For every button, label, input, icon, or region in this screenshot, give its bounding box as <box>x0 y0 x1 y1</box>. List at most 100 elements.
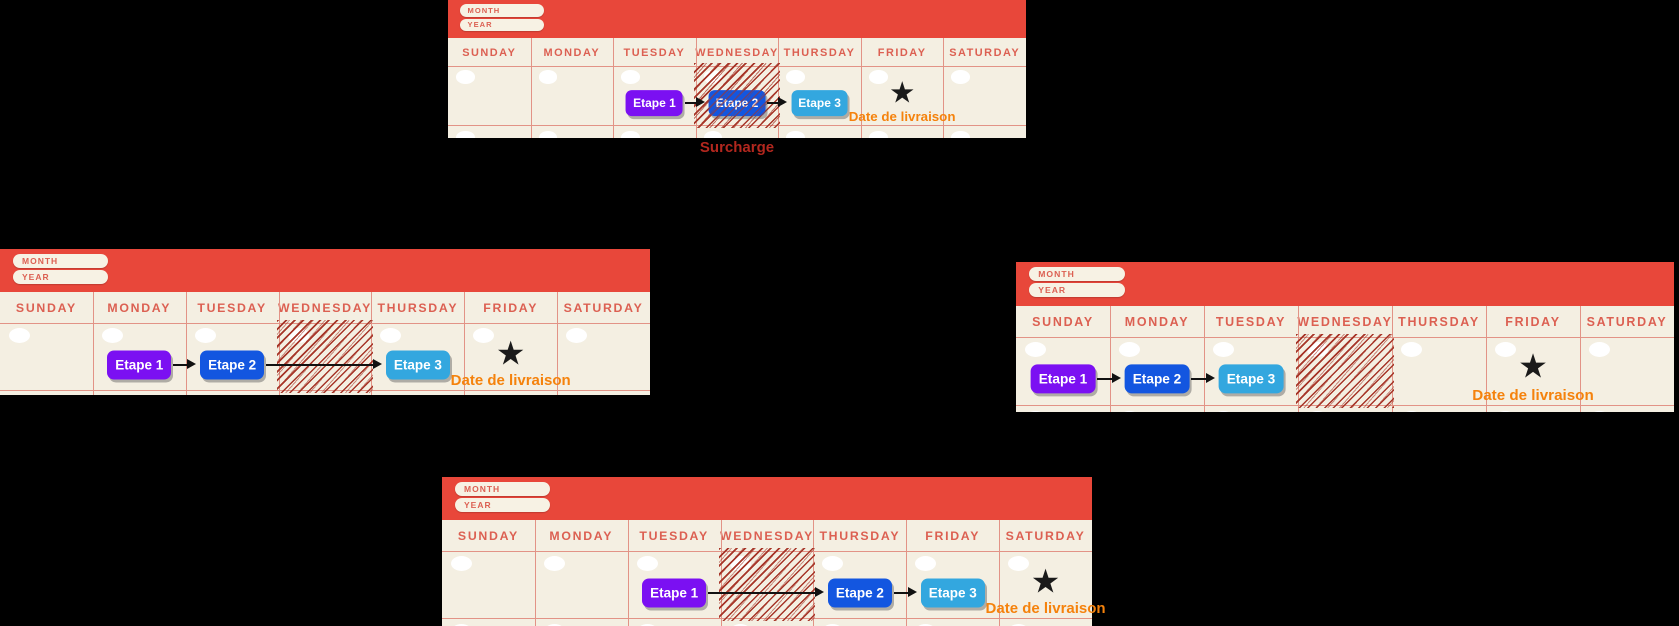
step-button-etape1[interactable]: Etape 1 <box>625 89 683 116</box>
year-input[interactable]: YEAR <box>455 498 550 512</box>
day-circle <box>543 624 565 626</box>
day-circle <box>1495 341 1517 358</box>
surcharge-caption: Surcharge <box>699 139 775 156</box>
year-input-label: YEAR <box>1038 285 1067 296</box>
year-input[interactable]: YEAR <box>459 18 545 32</box>
day-circle <box>951 130 971 138</box>
flow-arrow-head-icon <box>695 96 705 107</box>
flow-arrow-head-icon <box>1205 372 1215 383</box>
day-circle <box>538 130 558 138</box>
day-circle <box>1025 341 1047 358</box>
flow-arrow <box>1191 377 1207 380</box>
month-input[interactable]: MONTH <box>1029 267 1126 282</box>
column-divider <box>1580 305 1581 412</box>
step-button-etape3[interactable]: Etape 3 <box>385 350 450 380</box>
column-divider <box>1110 305 1111 412</box>
step-button-etape1[interactable]: Etape 1 <box>1030 364 1096 394</box>
month-input-label: MONTH <box>467 5 501 15</box>
step-button-etape2[interactable]: Etape 2 <box>200 350 265 380</box>
calendar-header: MONTH YEAR <box>442 477 1092 520</box>
flow-arrow-head-icon <box>1111 372 1121 383</box>
day-circle <box>915 556 937 571</box>
day-circle <box>473 328 495 343</box>
column-divider <box>943 38 945 138</box>
day-circle <box>566 328 588 343</box>
day-circle <box>1213 341 1235 358</box>
calendar-right: MONTH YEAR SUNDAY MONDAY TUESDAY WEDNESDAY THU… <box>1016 262 1674 412</box>
column-divider <box>185 292 187 395</box>
day-header-saturday: SATURDAY <box>949 46 1021 59</box>
star-icon: ★ <box>1518 348 1548 386</box>
day-header-sunday: SUNDAY <box>1032 314 1094 329</box>
day-header-wednesday: WEDNESDAY <box>277 301 373 316</box>
calendar-header: MONTH YEAR <box>0 249 650 292</box>
flow-arrow <box>684 101 697 104</box>
column-divider <box>92 292 94 395</box>
overload-hatch <box>718 548 816 621</box>
step-button-etape2[interactable]: Etape 2 <box>1124 364 1190 394</box>
year-input-label: YEAR <box>467 20 493 30</box>
day-circle <box>1119 410 1141 412</box>
column-divider <box>534 520 536 626</box>
overload-hatch <box>1296 333 1394 408</box>
next-week-row <box>448 126 1026 138</box>
flow-arrow-head-icon <box>372 358 382 369</box>
day-header-tuesday: TUESDAY <box>639 529 709 544</box>
day-header-thursday: THURSDAY <box>377 301 459 316</box>
flow-arrow-head-icon <box>907 586 917 597</box>
day-header-friday: FRIDAY <box>925 529 981 544</box>
day-header-sunday: SUNDAY <box>457 529 519 544</box>
column-divider <box>613 38 615 138</box>
column-divider <box>627 520 629 626</box>
day-circle <box>868 130 888 138</box>
day-circle <box>915 624 937 626</box>
day-circle <box>9 328 30 343</box>
step-button-etape2[interactable]: Etape 2 <box>827 578 892 608</box>
day-header-tuesday: TUESDAY <box>1215 314 1287 329</box>
day-circle <box>868 70 888 84</box>
year-input[interactable]: YEAR <box>1029 283 1126 298</box>
step-button-etape1[interactable]: Etape 1 <box>107 350 172 380</box>
month-input-label: MONTH <box>1038 268 1075 279</box>
year-input-label: YEAR <box>22 271 50 282</box>
day-header-thursday: THURSDAY <box>783 46 856 59</box>
month-input[interactable]: MONTH <box>13 254 108 268</box>
year-input[interactable]: YEAR <box>13 270 108 284</box>
day-circle <box>621 130 640 138</box>
day-circle <box>703 130 723 138</box>
flow-arrow-head-icon <box>814 586 824 597</box>
flow-arrow <box>1097 377 1113 380</box>
step-button-etape1[interactable]: Etape 1 <box>642 578 707 608</box>
step-button-etape3[interactable]: Etape 3 <box>791 89 849 116</box>
column-divider <box>906 520 908 626</box>
day-circle <box>101 328 123 343</box>
flow-arrow <box>767 101 780 104</box>
day-circle <box>636 624 658 626</box>
overload-hatch <box>276 320 374 393</box>
step-button-etape3[interactable]: Etape 3 <box>1218 364 1284 394</box>
step-button-etape3[interactable]: Etape 3 <box>920 578 985 608</box>
delivery-date-label: Date de livraison <box>848 109 956 125</box>
month-input[interactable]: MONTH <box>459 4 545 17</box>
day-circle <box>456 130 475 138</box>
day-circle <box>1589 341 1611 358</box>
column-divider <box>464 292 466 395</box>
day-circle <box>543 556 565 571</box>
calendar-left: MONTH YEAR SUNDAY MONDAY TUESDAY WEDNESDAY THU… <box>0 249 650 395</box>
day-circle <box>1401 341 1423 358</box>
day-header-saturday: SATURDAY <box>563 301 644 316</box>
day-header-friday: FRIDAY <box>877 46 927 59</box>
next-week-row <box>1016 406 1674 412</box>
column-divider <box>1204 305 1205 412</box>
day-header-wednesday: WEDNESDAY <box>1297 314 1393 329</box>
star-icon: ★ <box>1030 562 1061 600</box>
delivery-date-label: Date de livraison <box>985 600 1106 617</box>
day-header-monday: MONDAY <box>549 529 614 544</box>
day-circle <box>194 328 216 343</box>
day-circle <box>451 556 472 571</box>
month-input[interactable]: MONTH <box>455 482 550 496</box>
day-header-monday: MONDAY <box>1124 314 1190 329</box>
day-circle <box>1307 410 1329 412</box>
flow-arrow <box>266 363 374 366</box>
